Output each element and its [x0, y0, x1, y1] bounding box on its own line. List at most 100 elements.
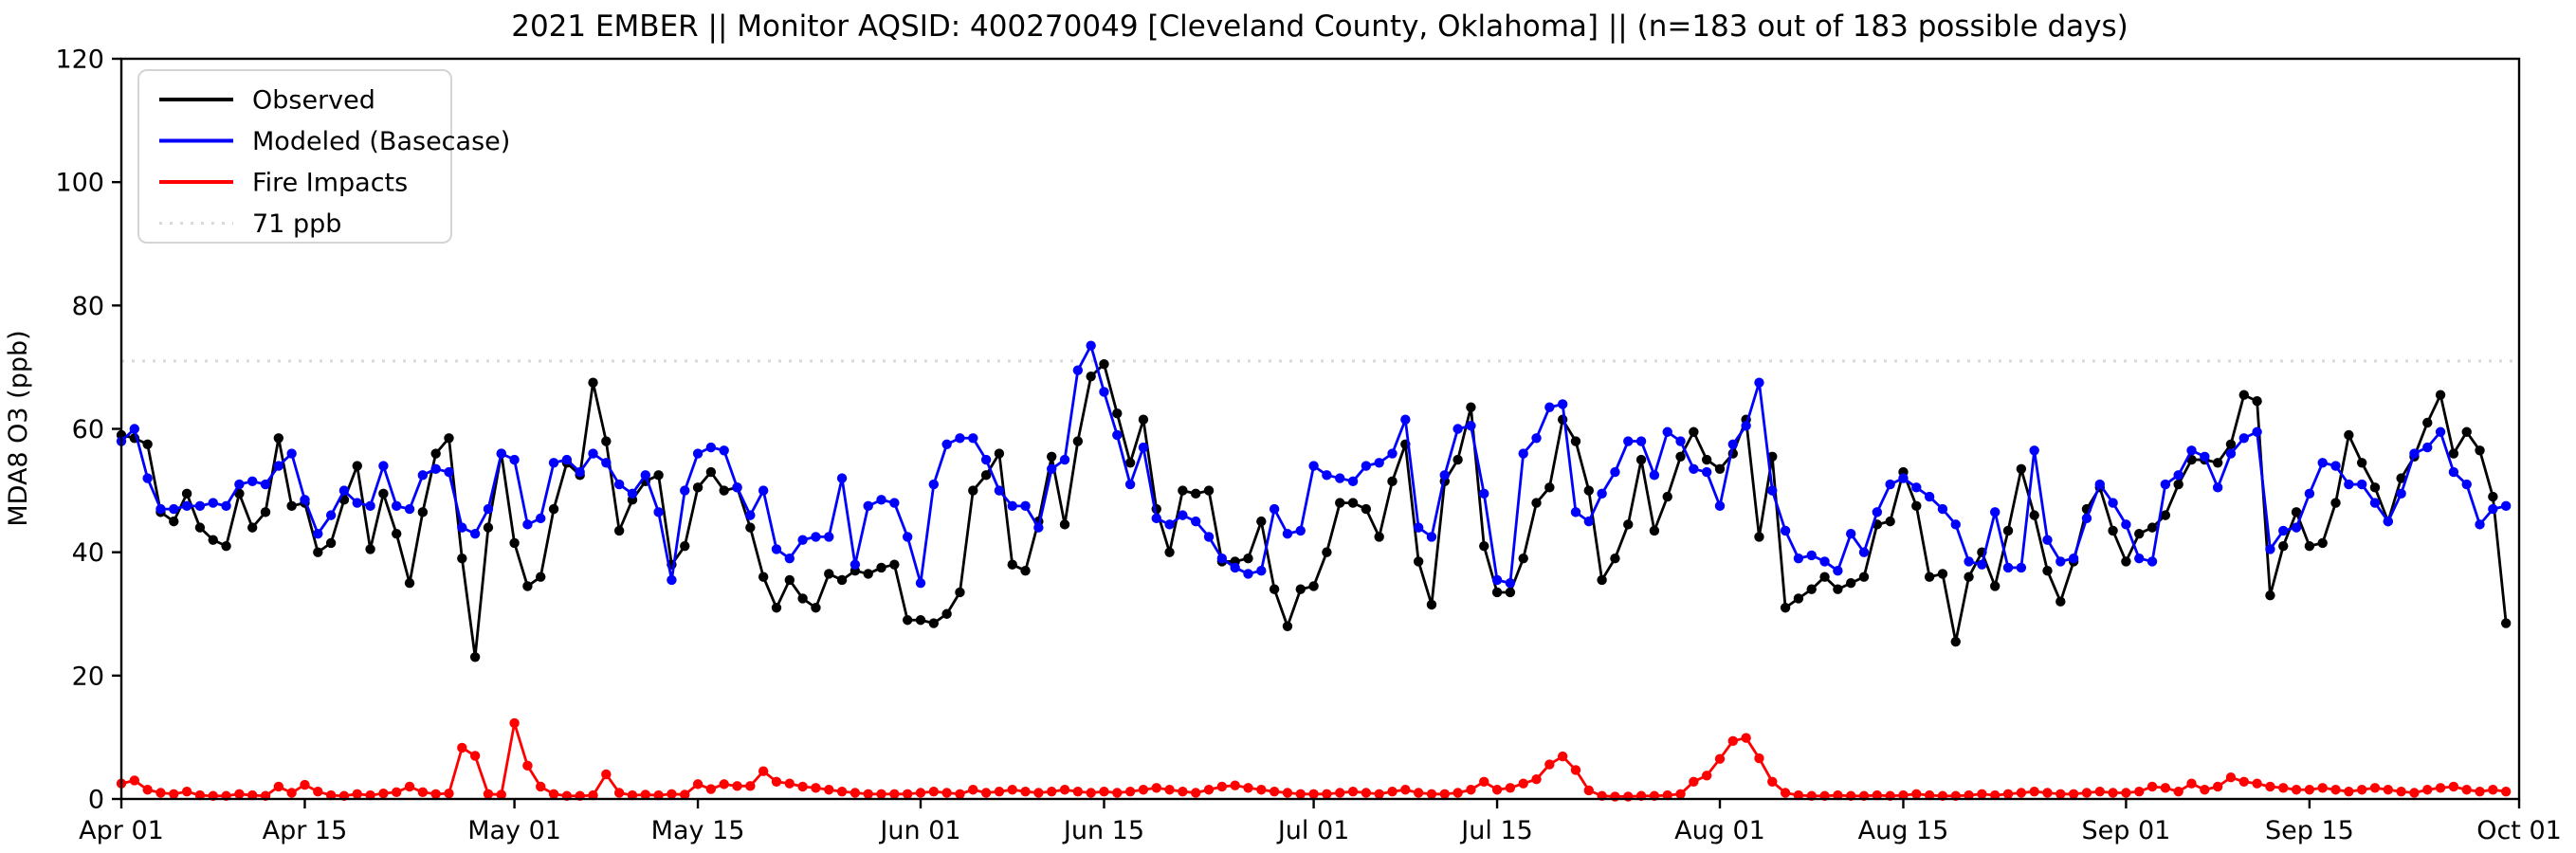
data-point — [1937, 569, 1948, 579]
data-point — [575, 466, 585, 478]
legend-label: Modeled (Basecase) — [252, 127, 510, 156]
data-point — [1452, 788, 1463, 798]
data-point — [811, 783, 821, 793]
data-point — [2121, 788, 2131, 798]
data-point — [1557, 751, 1568, 762]
data-point — [1374, 789, 1384, 799]
axes: 0 20 40 60 80 100 120 Apr 01 Apr 15 May 01 May 15 J… — [55, 45, 2561, 845]
data-point — [522, 760, 533, 771]
data-point — [313, 547, 323, 557]
data-point — [1439, 470, 1450, 481]
data-point — [1086, 371, 1096, 382]
data-point — [1124, 786, 1136, 797]
data-point — [1872, 507, 1883, 517]
data-point — [1845, 528, 1856, 539]
data-point — [129, 775, 140, 786]
data-point — [2304, 785, 2315, 795]
data-point — [1059, 519, 1070, 530]
data-point — [1701, 771, 1712, 781]
legend-label: Fire Impacts — [252, 168, 408, 197]
data-point — [915, 578, 926, 589]
data-point — [325, 510, 337, 520]
data-point — [404, 578, 415, 589]
data-point — [1531, 498, 1542, 508]
data-point — [1675, 789, 1686, 799]
data-point — [1387, 786, 1398, 797]
data-point — [613, 479, 625, 490]
data-point — [2029, 510, 2039, 520]
data-point — [1191, 516, 1201, 527]
data-point — [483, 503, 494, 515]
data-point — [1282, 528, 1293, 539]
data-point — [1347, 476, 1359, 487]
y-tick-label: 80 — [72, 292, 104, 321]
data-point — [2278, 525, 2289, 536]
data-point — [1950, 519, 1961, 530]
data-point — [509, 454, 520, 465]
data-point — [1295, 789, 1306, 799]
data-point — [771, 603, 782, 613]
data-point — [2356, 785, 2367, 795]
data-point — [169, 789, 179, 799]
data-point — [732, 781, 742, 791]
data-point — [365, 544, 375, 554]
data-point — [797, 535, 808, 545]
data-point — [928, 618, 940, 628]
data-point — [1400, 414, 1411, 425]
data-point — [1531, 433, 1542, 444]
data-point — [1046, 786, 1057, 797]
data-point — [1675, 451, 1686, 462]
data-point — [392, 500, 402, 512]
data-point — [392, 528, 402, 539]
data-point — [2160, 783, 2171, 793]
data-point — [2461, 479, 2472, 490]
data-point — [1072, 365, 1084, 375]
data-point — [208, 535, 218, 545]
data-point — [1583, 485, 1595, 496]
data-point — [1426, 532, 1437, 542]
data-point — [1977, 559, 1987, 570]
data-point — [994, 448, 1005, 459]
data-point — [941, 439, 952, 449]
data-point — [1059, 454, 1070, 465]
series-modeled-basecase- — [116, 340, 2512, 589]
data-point — [2435, 783, 2446, 793]
data-point — [1138, 785, 1149, 795]
data-point — [1361, 461, 1372, 471]
data-point — [1924, 789, 1935, 801]
data-point — [692, 482, 703, 493]
data-point — [1964, 556, 1974, 567]
data-point — [1361, 788, 1372, 798]
data-point — [483, 789, 494, 799]
data-point — [613, 788, 625, 798]
data-point — [1491, 574, 1503, 586]
data-point — [1072, 436, 1084, 446]
data-point — [1452, 424, 1463, 434]
data-point — [417, 507, 429, 517]
data-point — [719, 779, 729, 789]
data-point — [1964, 789, 1974, 801]
data-point — [1243, 553, 1253, 564]
data-point — [1675, 436, 1686, 446]
data-point — [692, 448, 703, 459]
data-point — [627, 789, 638, 801]
data-point — [1335, 473, 1345, 483]
data-point — [1282, 621, 1293, 631]
data-point — [876, 789, 886, 799]
data-point — [2317, 537, 2328, 549]
data-point — [338, 485, 350, 496]
data-point — [2081, 788, 2092, 798]
data-point — [2461, 426, 2472, 437]
data-point — [2356, 458, 2367, 468]
data-point — [1741, 733, 1751, 743]
data-point — [1112, 408, 1123, 419]
data-point — [260, 479, 271, 490]
data-point — [2094, 786, 2105, 797]
data-point — [194, 500, 206, 512]
data-point — [2212, 482, 2223, 493]
data-point — [365, 500, 375, 512]
data-point — [1178, 786, 1188, 797]
data-point — [496, 448, 506, 459]
data-point — [1623, 436, 1634, 446]
data-point — [1230, 780, 1240, 790]
